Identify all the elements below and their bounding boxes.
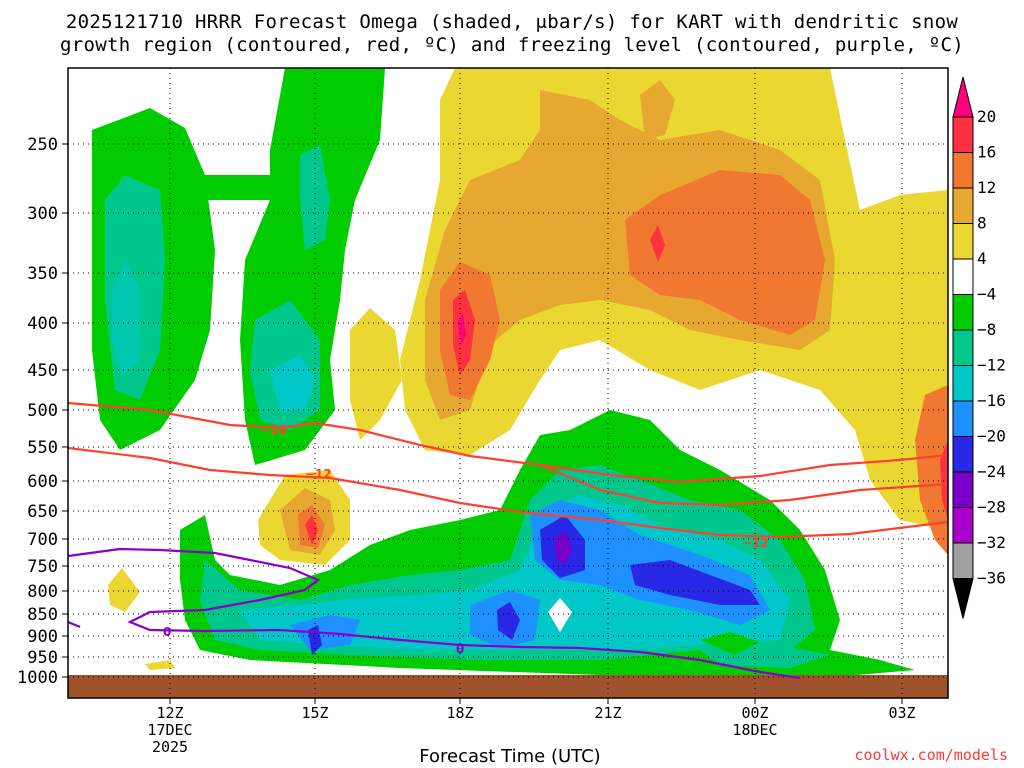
omega-white-hole: [548, 598, 572, 632]
omega-teal-plume: [300, 145, 330, 250]
dendritic-contour-minus12-upper: [68, 446, 948, 539]
colorbar-swatch: [952, 187, 974, 224]
omega-dblue-far: [630, 560, 760, 605]
y-tick-label: 650: [27, 502, 58, 522]
omega-orange-right: [625, 170, 825, 335]
colorbar-tick-label: −12: [977, 356, 1006, 375]
contour-labels: −18 −12 −12 0 0: [163, 423, 769, 656]
y-tick-label: 1000: [17, 668, 58, 688]
omega-green-arm: [205, 175, 275, 200]
y-tick-label: 900: [27, 627, 58, 647]
y-tick-label: 950: [27, 648, 58, 668]
x-axis-label: Forecast Time (UTC): [419, 746, 601, 767]
colorbar-tick-label: −32: [977, 533, 1006, 552]
y-tick-label: 400: [27, 314, 58, 334]
omega-cyan-low: [240, 495, 790, 650]
colorbar-swatch: [952, 329, 974, 366]
omega-cyan-left: [112, 260, 140, 375]
colorbar-tick-label: −20: [977, 427, 1006, 446]
colorbar: 20 16 12 8 4 −4 −8 −12 −16 −20 −24 −28 −32 −36: [952, 76, 1006, 619]
omega-gold-peak: [640, 80, 675, 140]
x-tick-hour: 21Z: [594, 704, 621, 722]
contour-label-freezing-a: 0: [163, 625, 171, 639]
colorbar-tick-label: 12: [977, 178, 996, 197]
colorbar-tick-label: −16: [977, 391, 1006, 410]
colorbar-tick-label: −36: [977, 569, 1006, 588]
colorbar-swatch: [952, 507, 974, 544]
y-tick-label: 750: [27, 557, 58, 577]
x-tick-hour: 18Z: [446, 704, 473, 722]
colorbar-swatch: [952, 578, 974, 619]
freezing-contour-upper: [68, 547, 801, 680]
plot-frame: [67, 67, 949, 699]
colorbar-tick-label: −4: [977, 285, 996, 304]
x-tick-hour: 00Z: [741, 704, 768, 722]
y-tick-label: 600: [27, 472, 58, 492]
colorbar-swatch: [952, 223, 974, 260]
shaded-omega-field: [68, 68, 948, 698]
y-tick-label: 700: [27, 530, 58, 550]
x-tick-date: 18DEC: [732, 721, 777, 739]
x-tick-hour: 12Z: [156, 704, 183, 722]
x-tick-hour: 15Z: [301, 704, 328, 722]
x-tick-labels: 12Z 17DEC 2025 15Z 18Z 21Z 00Z 18DEC 03Z: [147, 704, 915, 756]
dendritic-contour-minus18: [68, 401, 948, 484]
omega-cyan-plume: [270, 355, 315, 412]
colorbar-swatch: [952, 542, 974, 579]
colorbar-swatch: [952, 116, 974, 153]
ground-terrain: [68, 675, 948, 698]
omega-purple-cell: [555, 532, 572, 565]
x-tick-year: 2025: [152, 738, 188, 756]
omega-yellow-blob-low: [108, 568, 140, 612]
colorbar-tick-label: −8: [977, 320, 996, 339]
colorbar-tick-label: 8: [977, 214, 987, 233]
y-tick-label: 450: [27, 361, 58, 381]
colorbar-swatch: [952, 400, 974, 437]
omega-red-right: [650, 225, 665, 262]
y-tick-label: 350: [27, 264, 58, 284]
y-tick-labels: 250 300 350 400 450 500 550 600 650 700 …: [17, 135, 58, 688]
colorbar-swatch: [952, 471, 974, 508]
contour-label-minus12-b: −12: [742, 536, 769, 550]
y-tick-label: 550: [27, 438, 58, 458]
colorbar-tick-label: −24: [977, 462, 1006, 481]
colorbar-swatch: [952, 76, 974, 118]
x-tick-hour: 03Z: [888, 704, 915, 722]
y-tick-label: 250: [27, 135, 58, 155]
omega-magenta-left: [458, 314, 466, 345]
omega-orange-edge: [915, 385, 948, 555]
colorbar-swatch: [952, 258, 974, 295]
colorbar-tick-label: 16: [977, 143, 996, 162]
colorbar-tick-label: 20: [977, 107, 996, 126]
chart-title-line-2: growth region (contoured, red, ºC) and f…: [60, 34, 964, 56]
freezing-contour-stub: [68, 620, 81, 629]
x-tick-date: 17DEC: [147, 721, 192, 739]
contour-label-minus12-a: −12: [305, 467, 332, 481]
y-tick-label: 800: [27, 582, 58, 602]
omega-yellow-tower: [350, 308, 402, 440]
contour-label-minus18: −18: [260, 423, 287, 437]
omega-dblue-mid: [497, 602, 520, 640]
omega-red-cell: [305, 515, 318, 545]
grid: [68, 68, 948, 698]
y-tick-label: 850: [27, 605, 58, 625]
y-axis: [62, 143, 68, 678]
dendritic-contour-minus12-lower: [539, 463, 948, 507]
colorbar-tick-label: 4: [977, 249, 987, 268]
contour-label-freezing-b: 0: [456, 642, 464, 656]
omega-green-bump: [700, 632, 760, 655]
chart-title-line-1: 2025121710 HRRR Forecast Omega (shaded, …: [65, 11, 959, 33]
credit-text: coolwx.com/models: [854, 746, 1008, 764]
colorbar-swatch: [952, 436, 974, 473]
colorbar-swatch: [952, 294, 974, 331]
colorbar-swatch: [952, 152, 974, 189]
y-tick-label: 500: [27, 401, 58, 421]
colorbar-swatch: [952, 365, 974, 402]
x-axis: [169, 698, 903, 704]
colorbar-tick-label: −28: [977, 498, 1006, 517]
omega-red-edge: [940, 440, 948, 520]
omega-yellow-sliver: [145, 660, 175, 670]
y-tick-label: 300: [27, 204, 58, 224]
